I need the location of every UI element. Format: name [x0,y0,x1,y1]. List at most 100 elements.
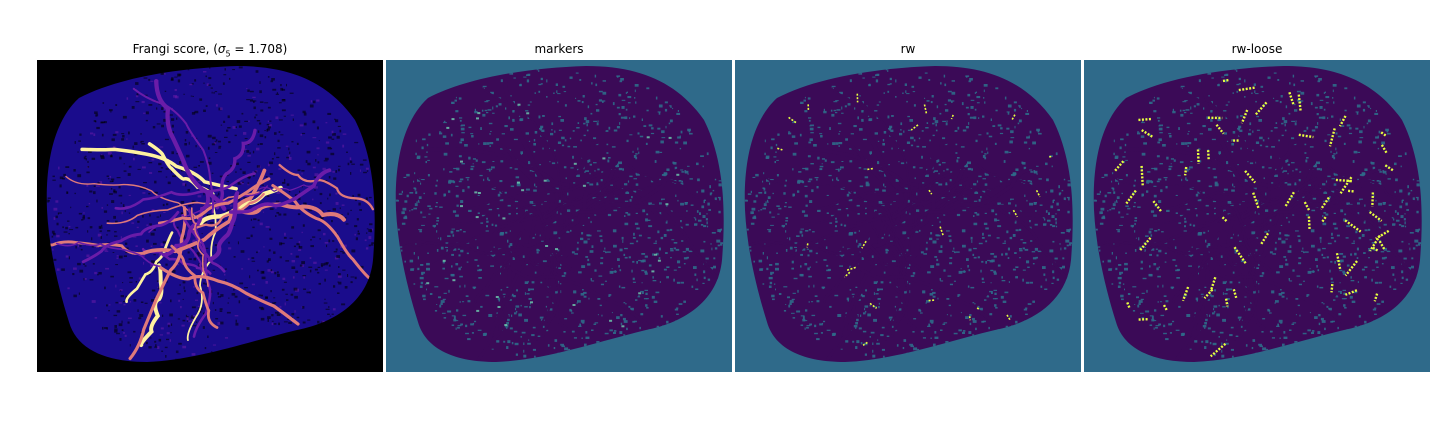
texture-speck [809,323,812,326]
texture-speck [1052,276,1055,280]
texture-speck [1118,182,1120,185]
texture-speck [120,290,122,292]
texture-speck [84,155,87,157]
texture-speck [883,131,887,134]
texture-speck [1101,211,1103,214]
texture-speck [676,307,679,309]
texture-speck [642,291,644,294]
texture-speck [1245,192,1248,195]
texture-speck [197,255,202,257]
texture-speck [922,290,926,294]
texture-speck [193,258,196,261]
texture-speck [791,260,794,264]
texture-speck [217,292,219,295]
texture-speck [1381,300,1384,303]
texture-speck [1065,239,1070,243]
texture-speck [1320,240,1322,243]
texture-speck [994,142,997,145]
texture-speck [1117,230,1120,233]
texture-speck [646,109,649,112]
texture-speck [680,281,684,284]
texture-speck [490,130,492,132]
texture-speck [816,186,819,189]
texture-speck [56,222,59,226]
texture-speck [1323,191,1328,194]
texture-speck [264,136,267,139]
texture-speck [298,249,302,251]
texture-speck [265,281,268,284]
texture-speck [945,109,949,112]
texture-speck [858,230,860,232]
texture-speck [1194,208,1198,210]
texture-speck [927,271,931,274]
texture-speck [962,331,965,334]
texture-speck [681,180,683,183]
texture-speck [676,313,679,315]
texture-speck [1157,119,1160,122]
texture-speck [235,171,237,173]
texture-speck [483,178,485,182]
texture-speck [839,130,841,132]
texture-speck [276,271,279,274]
texture-speck [639,135,644,138]
texture-speck [100,235,102,239]
texture-speck [128,131,130,135]
texture-speck [970,236,973,240]
texture-speck [415,152,417,156]
texture-speck [1308,184,1311,186]
texture-speck [864,308,866,311]
texture-speck [895,178,899,182]
texture-speck [115,264,118,266]
texture-speck [158,254,162,257]
texture-speck [1165,186,1168,189]
texture-speck [443,168,445,171]
texture-speck [616,106,620,109]
texture-speck [853,325,858,328]
texture-speck [327,313,330,315]
texture-speck [1179,214,1184,217]
texture-speck [470,133,474,135]
texture-speck [1207,230,1209,232]
texture-speck [536,248,540,252]
vessel [823,231,872,304]
texture-speck [984,172,986,175]
texture-speck [494,224,498,227]
texture-speck [1363,221,1366,224]
texture-speck [1283,336,1288,339]
texture-speck [900,129,902,131]
texture-speck [645,298,649,300]
texture-speck [1330,150,1332,153]
texture-speck [1032,263,1035,265]
texture-speck [121,133,125,135]
texture-speck [442,312,446,314]
texture-speck [645,292,648,295]
texture-speck [1009,236,1013,240]
texture-speck [281,88,286,91]
texture-speck [1377,169,1382,171]
texture-speck [118,323,123,327]
highlight-segment [1288,91,1295,106]
texture-speck [101,154,103,156]
texture-speck [775,262,779,266]
texture-speck [511,314,513,317]
texture-speck [166,332,170,335]
texture-speck [274,152,276,156]
texture-speck [859,185,864,188]
texture-speck [1238,134,1240,137]
texture-speck [131,222,135,224]
vessel [830,87,913,214]
texture-speck [397,228,400,231]
texture-speck [1253,291,1256,294]
texture-speck [1274,127,1278,129]
texture-speck [268,249,271,252]
texture-speck [943,322,948,324]
texture-speck [483,142,487,145]
texture-speck [525,188,530,191]
texture-speck [785,220,788,222]
texture-speck [1069,228,1072,231]
texture-speck [1024,194,1026,197]
texture-speck [863,312,866,315]
texture-speck [103,210,108,213]
texture-speck [1133,184,1136,187]
texture-speck [597,314,599,316]
